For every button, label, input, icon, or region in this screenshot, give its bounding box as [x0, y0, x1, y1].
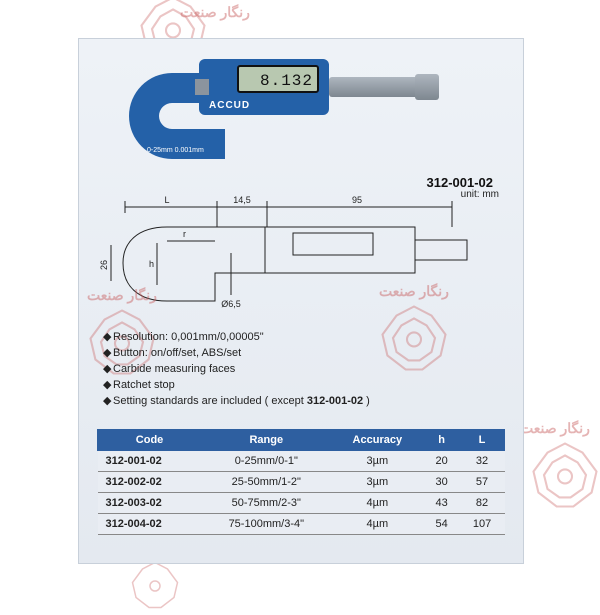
table-header-row: Code Range Accuracy h L — [98, 430, 505, 451]
product-image: 8.132 0-25mm 0.001mm — [89, 47, 509, 177]
dim-14-5: 14,5 — [233, 195, 251, 205]
feature-list: ◆Resolution: 0,001mm/0,00005" ◆Button: o… — [103, 327, 503, 410]
dim-26: 26 — [99, 260, 109, 270]
table-row: 312-001-02 0-25mm/0-1" 3µm 20 32 — [98, 451, 505, 472]
dim-L: L — [164, 195, 169, 205]
feature-item: ◆Button: on/off/set, ABS/set — [103, 346, 503, 359]
dim-dia-6-5: Ø6,5 — [221, 299, 241, 309]
dim-h: h — [149, 259, 154, 269]
feature-item: ◆Carbide measuring faces — [103, 362, 503, 375]
lcd-display: 8.132 — [237, 65, 319, 93]
watermark-icon — [530, 440, 600, 510]
table-row: 312-003-02 50-75mm/2-3" 4µm 43 82 — [98, 493, 505, 514]
feature-item: ◆Ratchet stop — [103, 378, 503, 391]
table-row: 312-004-02 75-100mm/3-4" 4µm 54 107 — [98, 514, 505, 535]
feature-item: ◆Setting standards are included ( except… — [103, 394, 503, 407]
dim-95: 95 — [352, 195, 362, 205]
spec-table: Code Range Accuracy h L 312-001-02 0-25m… — [97, 429, 505, 535]
table-row: 312-002-02 25-50mm/1-2" 3µm 30 57 — [98, 472, 505, 493]
catalog-panel: 8.132 0-25mm 0.001mm 312-001-02 unit: mm… — [78, 38, 524, 564]
watermark-text: رنگار صنعت — [180, 4, 250, 21]
col-code: Code — [98, 430, 202, 451]
micrometer-illustration: 8.132 0-25mm 0.001mm — [129, 55, 389, 165]
col-accuracy: Accuracy — [331, 430, 424, 451]
range-marking: 0-25mm 0.001mm — [147, 147, 204, 154]
col-range: Range — [202, 430, 331, 451]
watermark-text: رنگار صنعت — [520, 420, 590, 437]
watermark-icon — [130, 560, 180, 610]
dim-r: r — [183, 229, 186, 239]
feature-item: ◆Resolution: 0,001mm/0,00005" — [103, 330, 503, 343]
dimension-diagram: L 14,5 95 Ø6,5 26 h r — [97, 185, 497, 315]
col-L: L — [460, 430, 505, 451]
col-h: h — [424, 430, 460, 451]
